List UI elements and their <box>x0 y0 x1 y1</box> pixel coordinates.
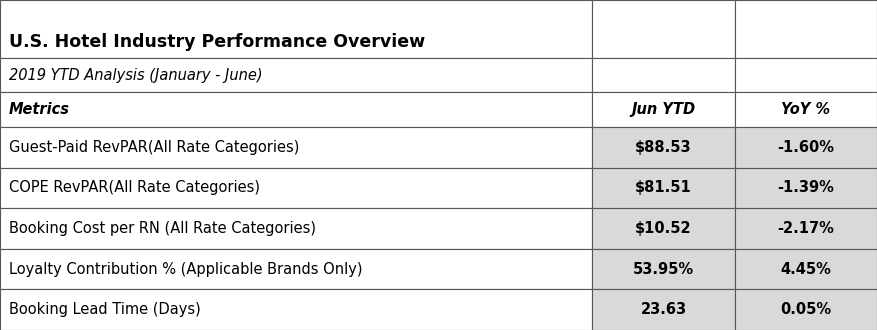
Bar <box>0 127 592 168</box>
Text: Guest-Paid RevPAR(All Rate Categories): Guest-Paid RevPAR(All Rate Categories) <box>9 140 299 155</box>
Bar <box>0 208 592 249</box>
Text: 0.05%: 0.05% <box>781 302 831 317</box>
Bar <box>735 58 877 92</box>
Text: 53.95%: 53.95% <box>633 262 694 277</box>
Bar <box>592 289 735 330</box>
Bar <box>735 249 877 289</box>
Text: $88.53: $88.53 <box>635 140 692 155</box>
Bar <box>0 168 592 208</box>
Bar <box>592 127 735 168</box>
Bar <box>592 249 735 289</box>
Bar <box>735 0 877 58</box>
Text: Jun YTD: Jun YTD <box>631 102 695 117</box>
Text: 23.63: 23.63 <box>640 302 687 317</box>
Bar <box>735 208 877 249</box>
Bar <box>592 168 735 208</box>
Bar <box>0 249 592 289</box>
Bar <box>592 58 735 92</box>
Bar <box>592 168 735 208</box>
Bar <box>735 168 877 208</box>
Bar <box>592 92 735 127</box>
Text: -1.60%: -1.60% <box>778 140 834 155</box>
Bar <box>0 58 592 92</box>
Bar <box>0 58 592 92</box>
Text: YoY %: YoY % <box>781 102 831 117</box>
Bar <box>735 92 877 127</box>
Text: Metrics: Metrics <box>9 102 70 117</box>
Bar <box>0 0 592 58</box>
Bar <box>592 0 735 58</box>
Bar <box>0 168 592 208</box>
Bar <box>0 289 592 330</box>
Text: 4.45%: 4.45% <box>781 262 831 277</box>
Bar <box>0 92 592 127</box>
Text: 2019 YTD Analysis (January - June): 2019 YTD Analysis (January - June) <box>9 68 262 82</box>
Text: -2.17%: -2.17% <box>778 221 834 236</box>
Bar <box>735 289 877 330</box>
Bar <box>735 249 877 289</box>
Text: Booking Cost per RN (All Rate Categories): Booking Cost per RN (All Rate Categories… <box>9 221 316 236</box>
Text: $81.51: $81.51 <box>635 181 692 195</box>
Bar <box>735 0 877 58</box>
Bar <box>0 92 592 127</box>
Bar <box>592 208 735 249</box>
Bar <box>0 208 592 249</box>
Bar <box>735 58 877 92</box>
Bar <box>592 127 735 168</box>
Bar <box>735 127 877 168</box>
Bar <box>592 289 735 330</box>
Bar <box>735 168 877 208</box>
Bar <box>0 127 592 168</box>
Bar <box>0 289 592 330</box>
Bar <box>0 0 592 58</box>
Bar <box>592 92 735 127</box>
Text: COPE RevPAR(All Rate Categories): COPE RevPAR(All Rate Categories) <box>9 181 260 195</box>
Bar <box>592 58 735 92</box>
Text: $10.52: $10.52 <box>635 221 692 236</box>
Text: Booking Lead Time (Days): Booking Lead Time (Days) <box>9 302 201 317</box>
Bar <box>592 0 735 58</box>
Bar <box>735 127 877 168</box>
Text: -1.39%: -1.39% <box>778 181 834 195</box>
Bar <box>0 249 592 289</box>
Bar <box>735 208 877 249</box>
Bar <box>592 208 735 249</box>
Bar <box>592 249 735 289</box>
Text: U.S. Hotel Industry Performance Overview: U.S. Hotel Industry Performance Overview <box>9 33 424 50</box>
Bar <box>735 92 877 127</box>
Text: Loyalty Contribution % (Applicable Brands Only): Loyalty Contribution % (Applicable Brand… <box>9 262 362 277</box>
Bar <box>735 289 877 330</box>
